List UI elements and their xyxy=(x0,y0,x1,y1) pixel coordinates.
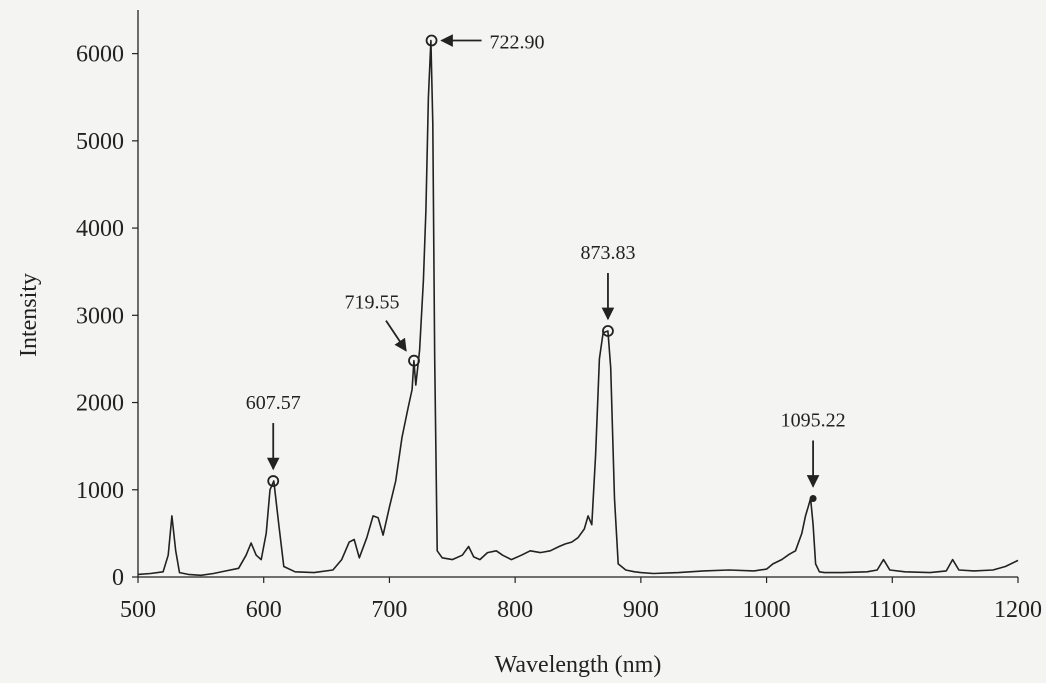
peak-873-83-marker xyxy=(602,325,614,337)
y-tick-label-1000: 1000 xyxy=(76,478,124,504)
x-tick-label-900: 900 xyxy=(623,597,659,623)
x-tick-label-1100: 1100 xyxy=(869,597,916,623)
series-layer xyxy=(137,39,1019,577)
peak-607-57-label: 607.57 xyxy=(246,392,301,414)
series-line-0 xyxy=(137,39,1019,577)
x-axis-title: Wavelength (nm) xyxy=(495,652,662,678)
y-tick-label-6000: 6000 xyxy=(76,42,124,68)
peak-873-83-label: 873.83 xyxy=(580,242,635,264)
peak-719-55-arrow xyxy=(385,320,407,352)
y-tick-label-5000: 5000 xyxy=(76,129,124,155)
peak-722-90-label: 722.90 xyxy=(490,32,545,54)
y-tick-label-4000: 4000 xyxy=(76,216,124,242)
peak-719-55-marker xyxy=(408,354,420,367)
peak-1095-22-label: 1095.22 xyxy=(781,409,846,431)
x-tick-label-500: 500 xyxy=(120,597,156,623)
y-tick-label-2000: 2000 xyxy=(76,391,124,417)
peak-1095-22-marker xyxy=(809,494,817,502)
x-tick-label-600: 600 xyxy=(246,597,282,623)
y-tick-label-0: 0 xyxy=(112,565,124,591)
x-tick-label-1000: 1000 xyxy=(743,597,791,623)
x-tick-label-800: 800 xyxy=(497,597,533,623)
x-tick-label-700: 700 xyxy=(371,597,407,623)
peak-607-57-marker xyxy=(267,475,280,487)
x-tick-label-1200: 1200 xyxy=(994,597,1042,623)
peak-719-55-label: 719.55 xyxy=(345,292,400,314)
y-tick-label-3000: 3000 xyxy=(76,303,124,329)
axes: 500 600 700 800 900 1000 1100 1200 0 1000 2000 3000… xyxy=(76,10,1042,623)
annotations: 607.57 719.55 722.90 873.83 1095.22 xyxy=(246,32,846,502)
y-axis-title: Intensity xyxy=(16,273,42,357)
peak-722-90-marker xyxy=(425,34,438,47)
